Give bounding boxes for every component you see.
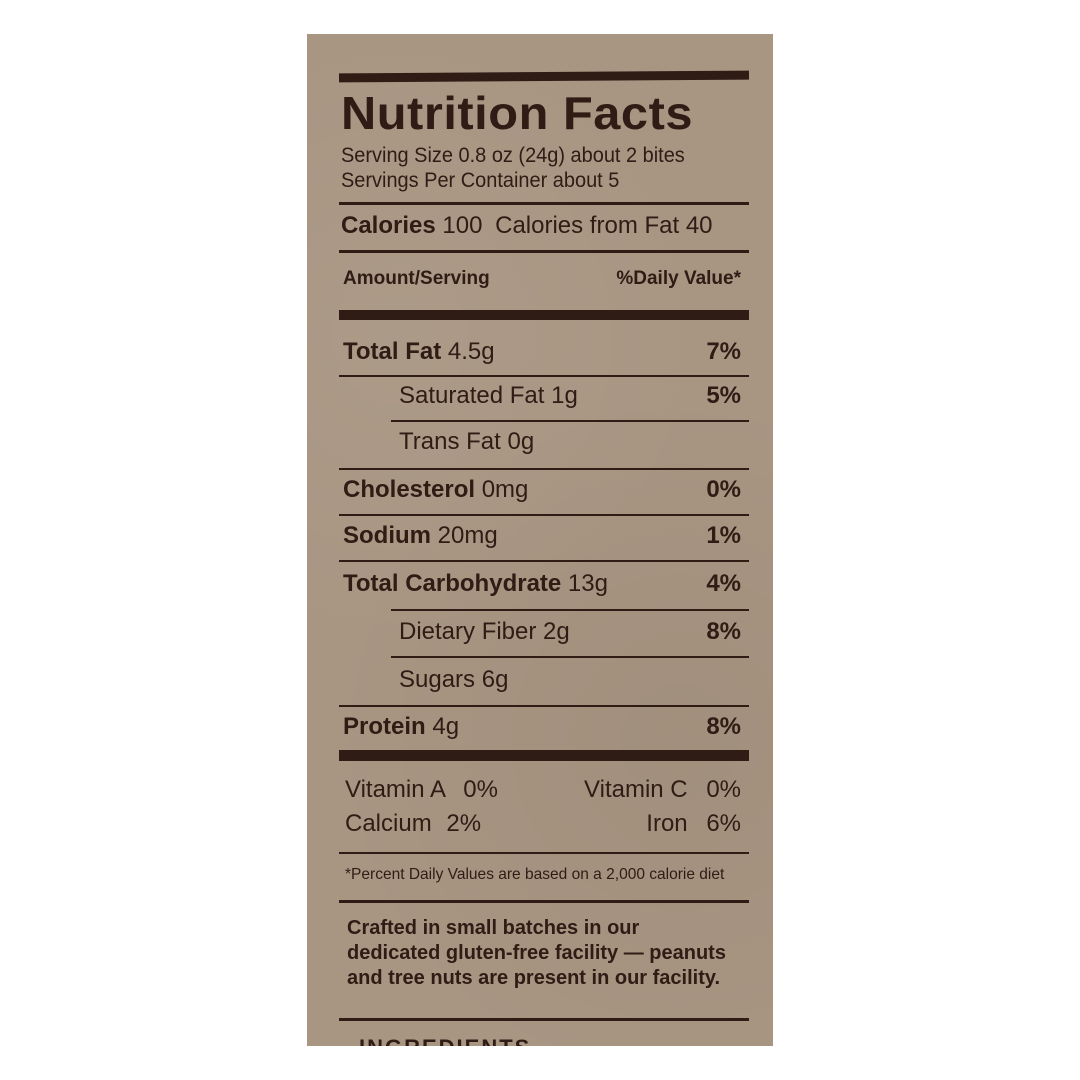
header-rule-thick [339,310,749,320]
row-rule [339,560,749,562]
nutrient-dv-saturated-fat: 5% [706,382,741,409]
nutrient-dv-total-fat: 7% [706,338,741,365]
ingredients-heading: INGREDIENTS [359,1035,531,1046]
nutrient-name: Total Fat [343,338,442,365]
footnote: *Percent Daily Values are based on a 2,0… [345,866,725,883]
nutrient-row-sodium: Sodium 20mg [343,522,498,550]
amount-header: Amount/Serving [343,268,490,289]
calories-label: Calories [341,212,436,239]
nutrient-row-saturated-fat: Saturated Fat 1g [399,382,578,410]
nutrient-name: Sodium [343,522,431,549]
crafted-statement: Crafted in small batches in our dedicate… [347,916,757,991]
row-rule [339,514,749,516]
vitamin-c-label: Vitamin C [584,776,688,803]
nutrition-label: Nutrition Facts Serving Size 0.8 oz (24g… [307,34,773,1046]
ingredients-rule [339,1018,749,1021]
nutrient-name: Protein [343,713,426,740]
nutrient-amount: 6g [481,666,509,693]
nutrient-row-sugars: Sugars 6g [399,666,508,694]
calcium-value: 2% [446,810,482,837]
nutrient-row-dietary-fiber: Dietary Fiber 2g [399,618,570,646]
row-rule [391,656,749,658]
vitamin-a: Vitamin A 0% [345,776,498,804]
vitamin-c: Vitamin C 0% [584,776,741,804]
nutrient-dv-protein: 8% [706,713,741,740]
nutrient-amount: 20mg [437,522,498,549]
crafted-line: and tree nuts are present in our facilit… [347,967,721,989]
label-title: Nutrition Facts [341,87,693,139]
nutrient-name: Dietary Fiber [399,618,537,645]
row-rule [391,609,749,611]
nutrient-row-total-carbohydrate: Total Carbohydrate 13g [343,570,608,598]
vitamin-c-value: 0% [706,776,741,803]
nutrient-row-protein: Protein 4g [343,713,459,741]
nutrient-amount: 13g [567,570,608,597]
iron-label: Iron [646,810,688,837]
crafted-line: Crafted in small batches in our [347,917,640,939]
nutrient-dv-total-carbohydrate: 4% [706,570,741,597]
calories-from-fat: Calories from Fat 40 [495,212,713,239]
nutrient-amount: 0mg [481,476,529,503]
dv-header: %Daily Value* [616,268,741,289]
nutrient-dv-sodium: 1% [706,522,741,549]
nutrient-name: Sugars [399,666,476,693]
vitamin-a-value: 0% [463,776,498,803]
nutrient-dv-cholesterol: 0% [706,476,741,503]
vitamin-a-label: Vitamin A [345,776,445,803]
calories-line: Calories 100 Calories from Fat 40 [341,212,713,240]
nutrient-amount: 4.5g [447,338,495,365]
row-rule [339,705,749,707]
nutrient-name: Trans Fat [399,428,501,455]
iron-value: 6% [706,810,741,837]
nutrient-amount: 1g [551,382,578,409]
nutrient-name: Saturated Fat [399,382,545,409]
nutrient-amount: 2g [543,618,570,645]
nutrient-row-total-fat: Total Fat 4.5g [343,338,495,366]
nutrient-name: Total Carbohydrate [343,570,562,597]
row-rule [339,468,749,470]
header-rule-thin [339,250,749,253]
vitamins-rule-thick [339,750,749,761]
nutrient-amount: 0g [507,428,535,455]
nutrient-row-trans-fat: Trans Fat 0g [399,428,534,456]
calcium: Calcium 2% [345,810,481,838]
nutrient-amount: 4g [432,713,460,740]
footnote-rule [339,852,749,854]
iron: Iron 6% [646,810,741,838]
row-rule [391,420,749,422]
nutrient-row-cholesterol: Cholesterol 0mg [343,476,528,504]
row-rule [339,375,749,377]
crafted-rule [339,900,749,903]
servings-per-container: Servings Per Container about 5 [341,169,620,192]
calcium-label: Calcium [345,810,432,837]
nutrient-name: Cholesterol [343,476,476,503]
top-rule [338,70,750,83]
serving-size: Serving Size 0.8 oz (24g) about 2 bites [341,144,685,167]
calories-value: 100 [442,212,483,239]
crafted-line: dedicated gluten-free facility — peanuts [347,942,726,964]
nutrient-dv-dietary-fiber: 8% [706,618,741,645]
calories-rule [339,202,749,205]
